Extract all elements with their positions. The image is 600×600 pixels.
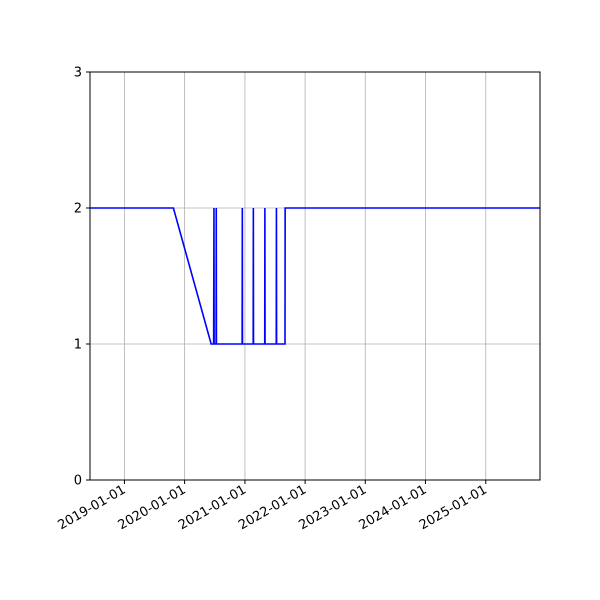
- y-tick-label: 2: [74, 202, 82, 217]
- y-tick-label: 3: [74, 66, 82, 81]
- series-line: [90, 207, 540, 345]
- y-tick-label: 0: [74, 474, 82, 489]
- y-tick-label: 1: [74, 338, 82, 353]
- plot-frame: [89, 71, 541, 481]
- series-layer: [90, 207, 540, 345]
